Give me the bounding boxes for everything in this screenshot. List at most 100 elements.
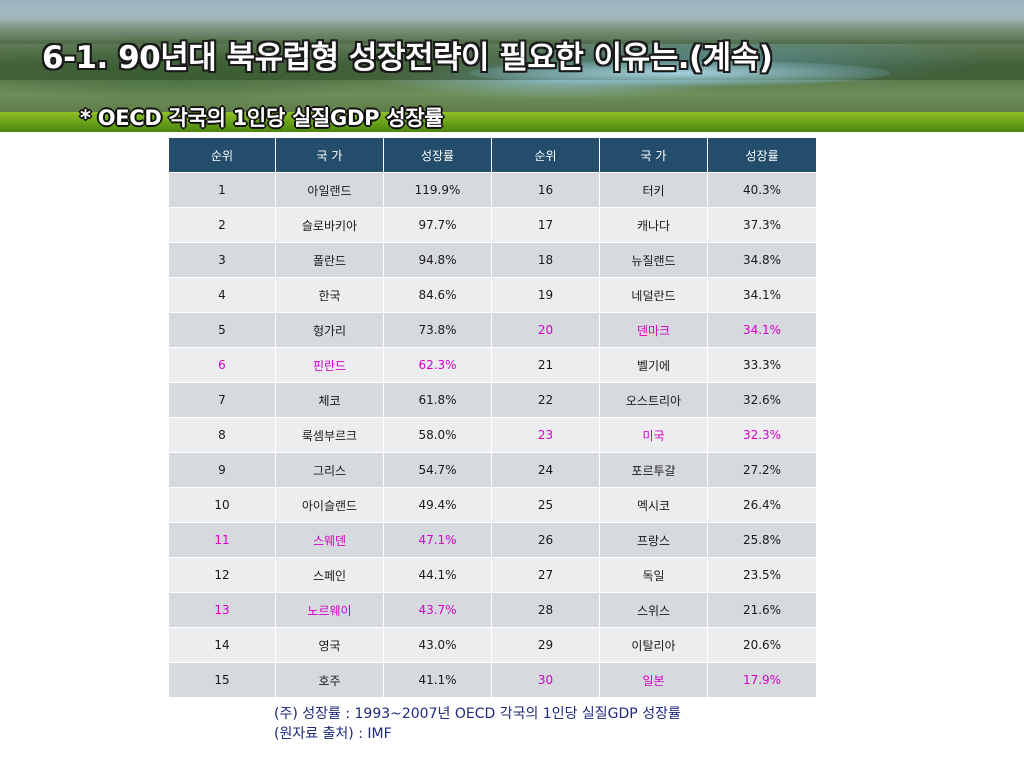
rate-cell: 34.8%: [707, 242, 817, 278]
country-cell: 그리스: [275, 452, 384, 488]
rank-cell: 22: [491, 382, 600, 418]
header-rank-right: 순위: [491, 137, 600, 173]
rate-cell: 26.4%: [707, 487, 817, 523]
rank-cell: 24: [491, 452, 600, 488]
table-row: 4 한국 84.6% 19 네덜란드 34.1%: [168, 277, 817, 313]
rate-cell: 25.8%: [707, 522, 817, 558]
rank-cell: 26: [491, 522, 600, 558]
header-rate-right: 성장률: [707, 137, 817, 173]
table-row: 14 영국 43.0% 29 이탈리아 20.6%: [168, 627, 817, 663]
rate-cell: 40.3%: [707, 172, 817, 208]
green-header-band: [0, 112, 1024, 132]
rate-cell: 62.3%: [383, 347, 492, 383]
table-row: 1 아일랜드 119.9% 16 터키 40.3%: [168, 172, 817, 208]
country-cell: 포르투갈: [599, 452, 708, 488]
rate-cell: 33.3%: [707, 347, 817, 383]
table-row: 2 슬로바키아 97.7% 17 캐나다 37.3%: [168, 207, 817, 243]
slide-title: 6-1. 90년대 북유럽형 성장전략이 필요한 이유는.(계속): [42, 40, 773, 76]
rate-cell: 73.8%: [383, 312, 492, 348]
rate-cell: 44.1%: [383, 557, 492, 593]
country-cell: 일본: [599, 662, 708, 698]
rank-cell: 15: [168, 662, 276, 698]
country-cell: 뉴질랜드: [599, 242, 708, 278]
country-cell: 스웨덴: [275, 522, 384, 558]
rate-cell: 94.8%: [383, 242, 492, 278]
rank-cell: 19: [491, 277, 600, 313]
rank-cell: 6: [168, 347, 276, 383]
table-row: 11 스웨덴 47.1% 26 프랑스 25.8%: [168, 522, 817, 558]
rate-cell: 34.1%: [707, 277, 817, 313]
rate-cell: 32.3%: [707, 417, 817, 453]
landscape-banner: [0, 0, 1024, 112]
gdp-growth-table: 순위 국 가 성장률 순위 국 가 성장률 1 아일랜드 119.9% 16 터…: [168, 137, 817, 698]
country-cell: 스페인: [275, 557, 384, 593]
header-rate-left: 성장률: [383, 137, 492, 173]
country-cell: 노르웨이: [275, 592, 384, 628]
rank-cell: 17: [491, 207, 600, 243]
rate-cell: 32.6%: [707, 382, 817, 418]
rate-cell: 43.7%: [383, 592, 492, 628]
rank-cell: 2: [168, 207, 276, 243]
rank-cell: 11: [168, 522, 276, 558]
country-cell: 폴란드: [275, 242, 384, 278]
rank-cell: 10: [168, 487, 276, 523]
rank-cell: 30: [491, 662, 600, 698]
country-cell: 아일랜드: [275, 172, 384, 208]
rank-cell: 5: [168, 312, 276, 348]
rate-cell: 61.8%: [383, 382, 492, 418]
rank-cell: 27: [491, 557, 600, 593]
rate-cell: 47.1%: [383, 522, 492, 558]
country-cell: 미국: [599, 417, 708, 453]
rate-cell: 54.7%: [383, 452, 492, 488]
table-row: 3 폴란드 94.8% 18 뉴질랜드 34.8%: [168, 242, 817, 278]
banner-mountain-ridge: [0, 14, 1024, 44]
country-cell: 핀란드: [275, 347, 384, 383]
rank-cell: 14: [168, 627, 276, 663]
rate-cell: 37.3%: [707, 207, 817, 243]
country-cell: 슬로바키아: [275, 207, 384, 243]
rank-cell: 9: [168, 452, 276, 488]
country-cell: 호주: [275, 662, 384, 698]
country-cell: 덴마크: [599, 312, 708, 348]
rate-cell: 58.0%: [383, 417, 492, 453]
footnote-definition: (주) 성장률 : 1993~2007년 OECD 각국의 1인당 실질GDP …: [274, 706, 681, 722]
table-row: 12 스페인 44.1% 27 독일 23.5%: [168, 557, 817, 593]
header-rank-left: 순위: [168, 137, 276, 173]
table-row: 5 헝가리 73.8% 20 덴마크 34.1%: [168, 312, 817, 348]
country-cell: 독일: [599, 557, 708, 593]
rate-cell: 23.5%: [707, 557, 817, 593]
rank-cell: 3: [168, 242, 276, 278]
rank-cell: 1: [168, 172, 276, 208]
table-row: 7 체코 61.8% 22 오스트리아 32.6%: [168, 382, 817, 418]
country-cell: 영국: [275, 627, 384, 663]
rank-cell: 18: [491, 242, 600, 278]
rank-cell: 28: [491, 592, 600, 628]
rank-cell: 12: [168, 557, 276, 593]
header-country-left: 국 가: [275, 137, 384, 173]
rate-cell: 97.7%: [383, 207, 492, 243]
table-row: 13 노르웨이 43.7% 28 스위스 21.6%: [168, 592, 817, 628]
rank-cell: 23: [491, 417, 600, 453]
rate-cell: 49.4%: [383, 487, 492, 523]
rank-cell: 20: [491, 312, 600, 348]
rate-cell: 43.0%: [383, 627, 492, 663]
table-row: 8 룩셈부르크 58.0% 23 미국 32.3%: [168, 417, 817, 453]
table-row: 10 아이슬랜드 49.4% 25 멕시코 26.4%: [168, 487, 817, 523]
rank-cell: 21: [491, 347, 600, 383]
country-cell: 헝가리: [275, 312, 384, 348]
country-cell: 네덜란드: [599, 277, 708, 313]
rate-cell: 21.6%: [707, 592, 817, 628]
rate-cell: 17.9%: [707, 662, 817, 698]
rank-cell: 29: [491, 627, 600, 663]
table-header-row: 순위 국 가 성장률 순위 국 가 성장률: [168, 137, 817, 173]
table-row: 15 호주 41.1% 30 일본 17.9%: [168, 662, 817, 698]
country-cell: 벨기에: [599, 347, 708, 383]
header-country-right: 국 가: [599, 137, 708, 173]
table-row: 9 그리스 54.7% 24 포르투갈 27.2%: [168, 452, 817, 488]
banner-river: [470, 60, 890, 86]
rate-cell: 119.9%: [383, 172, 492, 208]
country-cell: 캐나다: [599, 207, 708, 243]
slide-subtitle: * OECD 각국의 1인당 실질GDP 성장률: [80, 106, 444, 130]
country-cell: 오스트리아: [599, 382, 708, 418]
country-cell: 룩셈부르크: [275, 417, 384, 453]
